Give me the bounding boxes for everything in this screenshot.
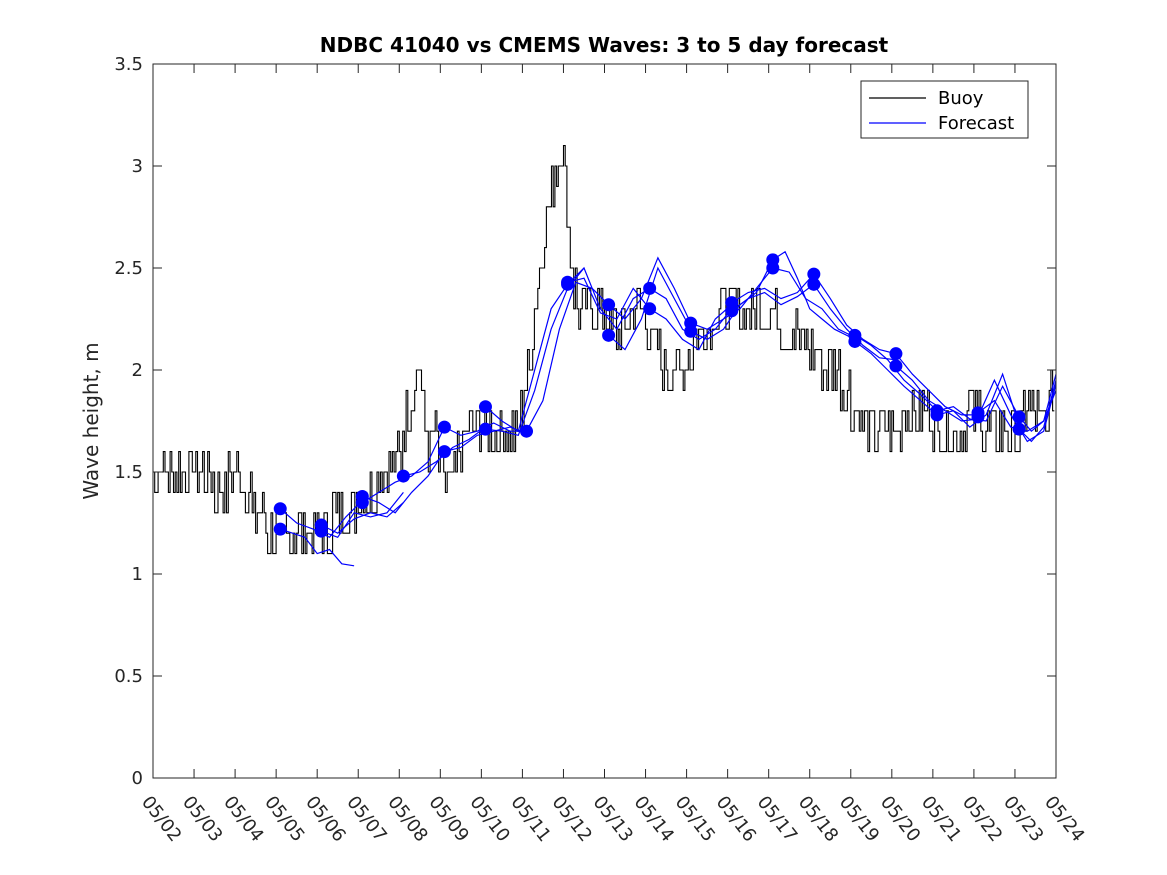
forecast-marker-35: [1012, 422, 1026, 436]
y-tick-label-5: 2.5: [114, 258, 143, 279]
forecast-line-0: [280, 528, 355, 567]
forecast-marker-9: [478, 400, 492, 414]
legend-label-forecast: Forecast: [938, 113, 1014, 134]
forecast-marker-15: [602, 328, 616, 342]
forecast-marker-7: [437, 420, 451, 434]
forecast-marker-21: [725, 304, 739, 318]
forecast-line-21: [731, 283, 815, 312]
y-tick-label-0: 0: [132, 768, 143, 789]
forecast-line-4: [362, 451, 445, 514]
forecast-marker-29: [889, 359, 903, 373]
y-tick-label-7: 3.5: [114, 54, 143, 75]
forecast-line-35: [1018, 380, 1056, 443]
forecast-marker-8: [437, 445, 451, 459]
forecast-marker-17: [643, 302, 657, 316]
forecast-marker-24: [807, 267, 821, 281]
forecast-line-23: [772, 267, 856, 338]
forecast-line-2: [321, 502, 404, 534]
forecast-marker-11: [520, 424, 534, 438]
forecast-marker-13: [561, 275, 575, 289]
forecast-marker-33: [971, 410, 985, 424]
y-tick-label-1: 0.5: [114, 666, 143, 687]
buoy-line: [153, 145, 1055, 555]
forecast-marker-19: [684, 324, 698, 338]
forecast-line-12: [567, 266, 650, 331]
forecast-marker-10: [478, 422, 492, 436]
forecast-line-22: [772, 250, 856, 340]
forecast-marker-0: [273, 522, 287, 536]
forecast-marker-23: [766, 261, 780, 275]
legend: Buoy Forecast: [860, 80, 1029, 139]
forecast-marker-3: [314, 524, 328, 538]
forecast-marker-1: [273, 502, 287, 516]
forecast-line-11: [525, 281, 610, 432]
y-tick-label-3: 1.5: [114, 462, 143, 483]
forecast-line-9: [485, 283, 569, 433]
forecast-marker-5: [355, 496, 369, 510]
plot-area: [153, 145, 1056, 567]
y-tick-label-6: 3: [132, 156, 143, 177]
forecast-line-14: [608, 256, 692, 324]
legend-label-buoy: Buoy: [938, 88, 984, 109]
forecast-line-17: [649, 304, 733, 351]
forecast-marker-14: [602, 298, 616, 312]
forecast-marker-34: [1012, 410, 1026, 424]
forecast-marker-27: [848, 334, 862, 348]
forecast-marker-25: [807, 277, 821, 291]
legend-box: [860, 80, 1029, 139]
chart-title: NDBC 41040 vs CMEMS Waves: 3 to 5 day fo…: [320, 33, 889, 57]
forecast-marker-6: [396, 469, 410, 483]
forecast-marker-28: [889, 347, 903, 361]
y-tick-label-4: 2: [132, 360, 143, 381]
forecast-marker-31: [930, 408, 944, 422]
forecast-marker-16: [643, 281, 657, 295]
y-axis-label: Wave height, m: [79, 342, 103, 499]
y-tick-label-2: 1: [132, 564, 143, 585]
forecast-line-13: [567, 277, 651, 320]
forecast-line-27: [854, 340, 938, 416]
